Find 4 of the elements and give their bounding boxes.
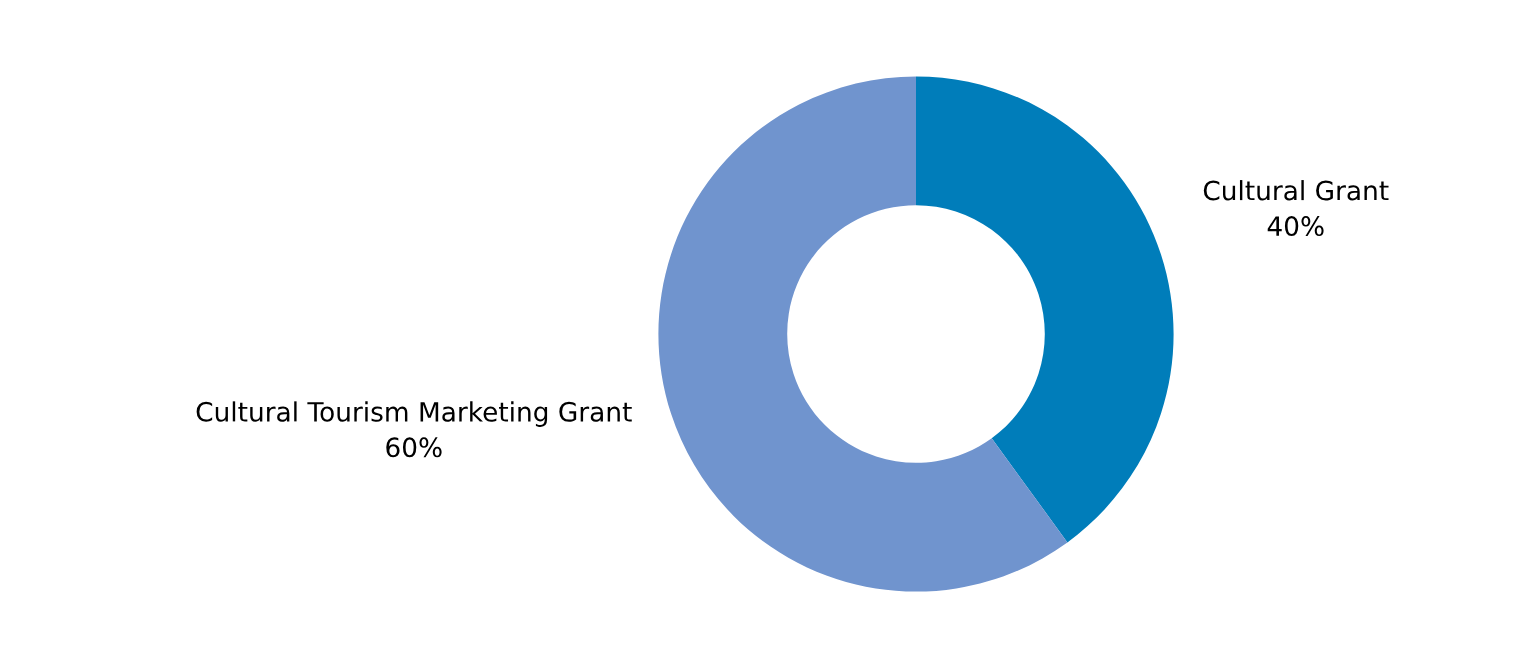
data-label: 40% [1267,216,1324,237]
slice-label: Cultural Grant [1203,180,1389,201]
slice-label: Cultural Tourism Marketing Grant [196,401,632,427]
data-label: 60% [386,437,442,458]
